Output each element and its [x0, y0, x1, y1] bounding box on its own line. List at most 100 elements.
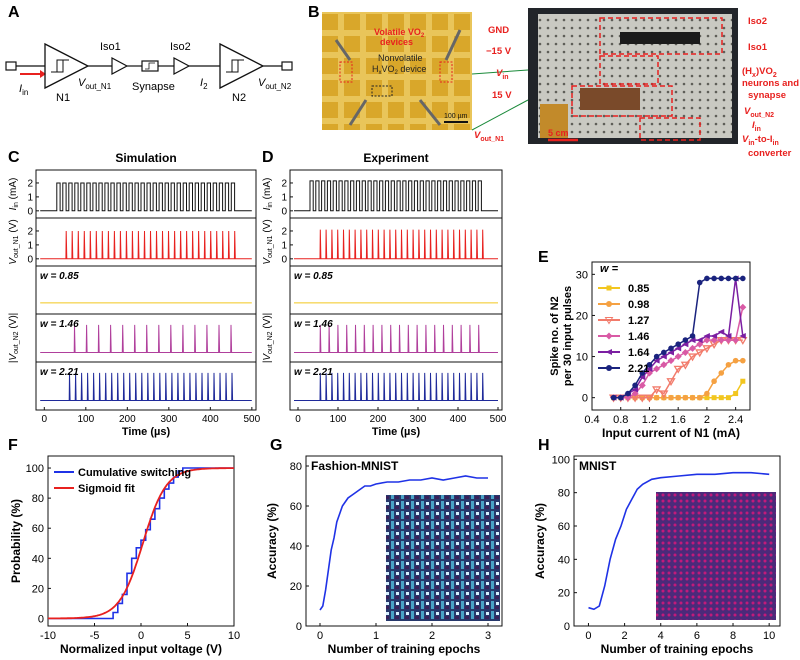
- plot-frame: [591, 261, 751, 411]
- legend-label: 0.85: [628, 283, 649, 295]
- data-point: [732, 275, 739, 282]
- data-point: [617, 394, 624, 401]
- trace-row: 0 1 2 Iin (mA): [262, 169, 503, 219]
- data-point: [675, 394, 681, 401]
- vout2-text: V: [744, 106, 751, 117]
- v-text: V: [742, 134, 749, 145]
- data-point: [653, 365, 661, 373]
- row-frame: [289, 361, 503, 411]
- iso2-box: [599, 17, 723, 55]
- legend-marker: [604, 317, 614, 325]
- trace-label: w = 0.85: [40, 271, 79, 282]
- charts-layer: Simulation 0 1 2 Iin (mA) 0 1 2 Vout_N1 (V) w = 0…: [8, 151, 781, 656]
- micro-label-hvo2: HxVO2 device: [372, 64, 426, 76]
- y-tick-label: 2: [27, 226, 33, 237]
- y-axis-label: Iin (mA): [8, 178, 20, 211]
- y-tick-label: 0: [564, 621, 570, 633]
- y-tick-label: 1: [281, 192, 287, 203]
- hx-sub: x: [752, 72, 756, 79]
- data-point: [732, 357, 739, 364]
- ylabel-unit: (mA): [262, 178, 273, 202]
- x-tick-label: -10: [40, 630, 56, 642]
- y-tick-label: 0: [38, 613, 44, 625]
- x-tick-label: 400: [202, 414, 219, 425]
- output-terminal: [281, 61, 293, 71]
- data-point: [667, 357, 675, 365]
- zoom-line: [471, 69, 529, 75]
- ylabel-main: |V: [262, 353, 273, 364]
- hysteresis-icon: [229, 59, 244, 73]
- y-tick-label: 2: [27, 178, 33, 189]
- x-tick-label: 2: [429, 630, 435, 642]
- ylabel-main: I: [8, 207, 19, 210]
- data-point: [702, 345, 712, 354]
- y-axis-label: |Vout_N2 (V)|: [8, 313, 20, 364]
- legend-label: Cumulative switching: [78, 467, 191, 479]
- iin-sub: in: [22, 88, 28, 97]
- legend-label: 1.27: [628, 315, 649, 327]
- data-point: [681, 341, 689, 348]
- panel-label-e: E: [538, 249, 549, 266]
- y-tick-label: 1: [281, 240, 287, 251]
- board-label-vin: Vin: [496, 68, 509, 81]
- board-label-vout-n1: Vout_N1: [474, 130, 504, 143]
- y-tick-label: 40: [290, 541, 302, 553]
- data-point: [689, 337, 696, 344]
- probe-needle: [418, 99, 442, 126]
- trace-line-w=2.21: [40, 372, 252, 401]
- y-tick-label: 100: [26, 463, 44, 475]
- y-axis-label: Accuracy (%): [265, 503, 279, 579]
- device-text: device: [398, 64, 427, 74]
- x-tick-label: 2.4: [728, 414, 743, 426]
- x-tick-label: 100: [330, 414, 347, 425]
- series-2.21: [610, 275, 746, 401]
- x-tick-label: 0: [317, 630, 323, 642]
- x-tick-label: 4: [658, 630, 664, 642]
- legend-label: 1.46: [628, 331, 649, 343]
- x-tick-label: 400: [450, 414, 467, 425]
- data-point: [695, 349, 705, 358]
- iin-label: I: [19, 83, 22, 95]
- data-point: [644, 394, 655, 403]
- data-point: [740, 275, 746, 282]
- x-tick-label: 2: [704, 414, 710, 426]
- probe-needle: [334, 39, 352, 61]
- data-point: [703, 333, 710, 339]
- ylabel-sub: in: [267, 202, 274, 208]
- y-tick-label: 20: [576, 310, 588, 322]
- ylabel-unit: (V)|: [8, 313, 19, 332]
- y-tick-label: 60: [290, 501, 302, 513]
- panel-label-d: D: [262, 149, 274, 166]
- trace-line-w=1.46: [294, 324, 498, 353]
- vin-text: V: [496, 68, 503, 79]
- ylabel-sub: out_N2: [13, 331, 20, 354]
- x-tick-label: -5: [90, 630, 100, 642]
- series-1.64: [610, 275, 746, 401]
- data-point: [653, 353, 660, 360]
- board-label-hvo2: (Hx)VO2: [742, 66, 777, 79]
- board-label-vout-n2: Vout_N2: [744, 106, 774, 119]
- ylabel-main: V: [262, 257, 273, 265]
- x-axis-label: Time (µs): [122, 426, 171, 438]
- legend-label: 1.64: [628, 347, 650, 359]
- data-point: [704, 390, 710, 397]
- series-accuracy: [319, 475, 488, 611]
- board-label-iso2: Iso2: [748, 16, 767, 27]
- zoom-line: [471, 99, 529, 131]
- converter-box: [639, 117, 701, 141]
- micro-label-devices: devices: [380, 37, 413, 47]
- data-point: [653, 357, 660, 364]
- trace-label: w = 1.46: [294, 319, 333, 330]
- y-tick-label: 20: [558, 588, 570, 600]
- x-tick-label: 300: [160, 414, 177, 425]
- chart-panel-G: 0 1 2 3 0 20 40 60 80 Number of training epochs Ac…: [265, 455, 503, 656]
- trace-row: w = 0.85: [35, 265, 257, 315]
- y-tick-label: 40: [558, 554, 570, 566]
- micro-scale-label: 100 µm: [444, 113, 468, 120]
- y-tick-label: 2: [281, 226, 287, 237]
- board-label-vin-to-iin: Vin-to-Iin: [742, 134, 779, 147]
- trace-line-w=2.21: [294, 372, 498, 401]
- subscript: 2: [773, 72, 777, 79]
- trace-row: w = 2.21: [289, 361, 503, 411]
